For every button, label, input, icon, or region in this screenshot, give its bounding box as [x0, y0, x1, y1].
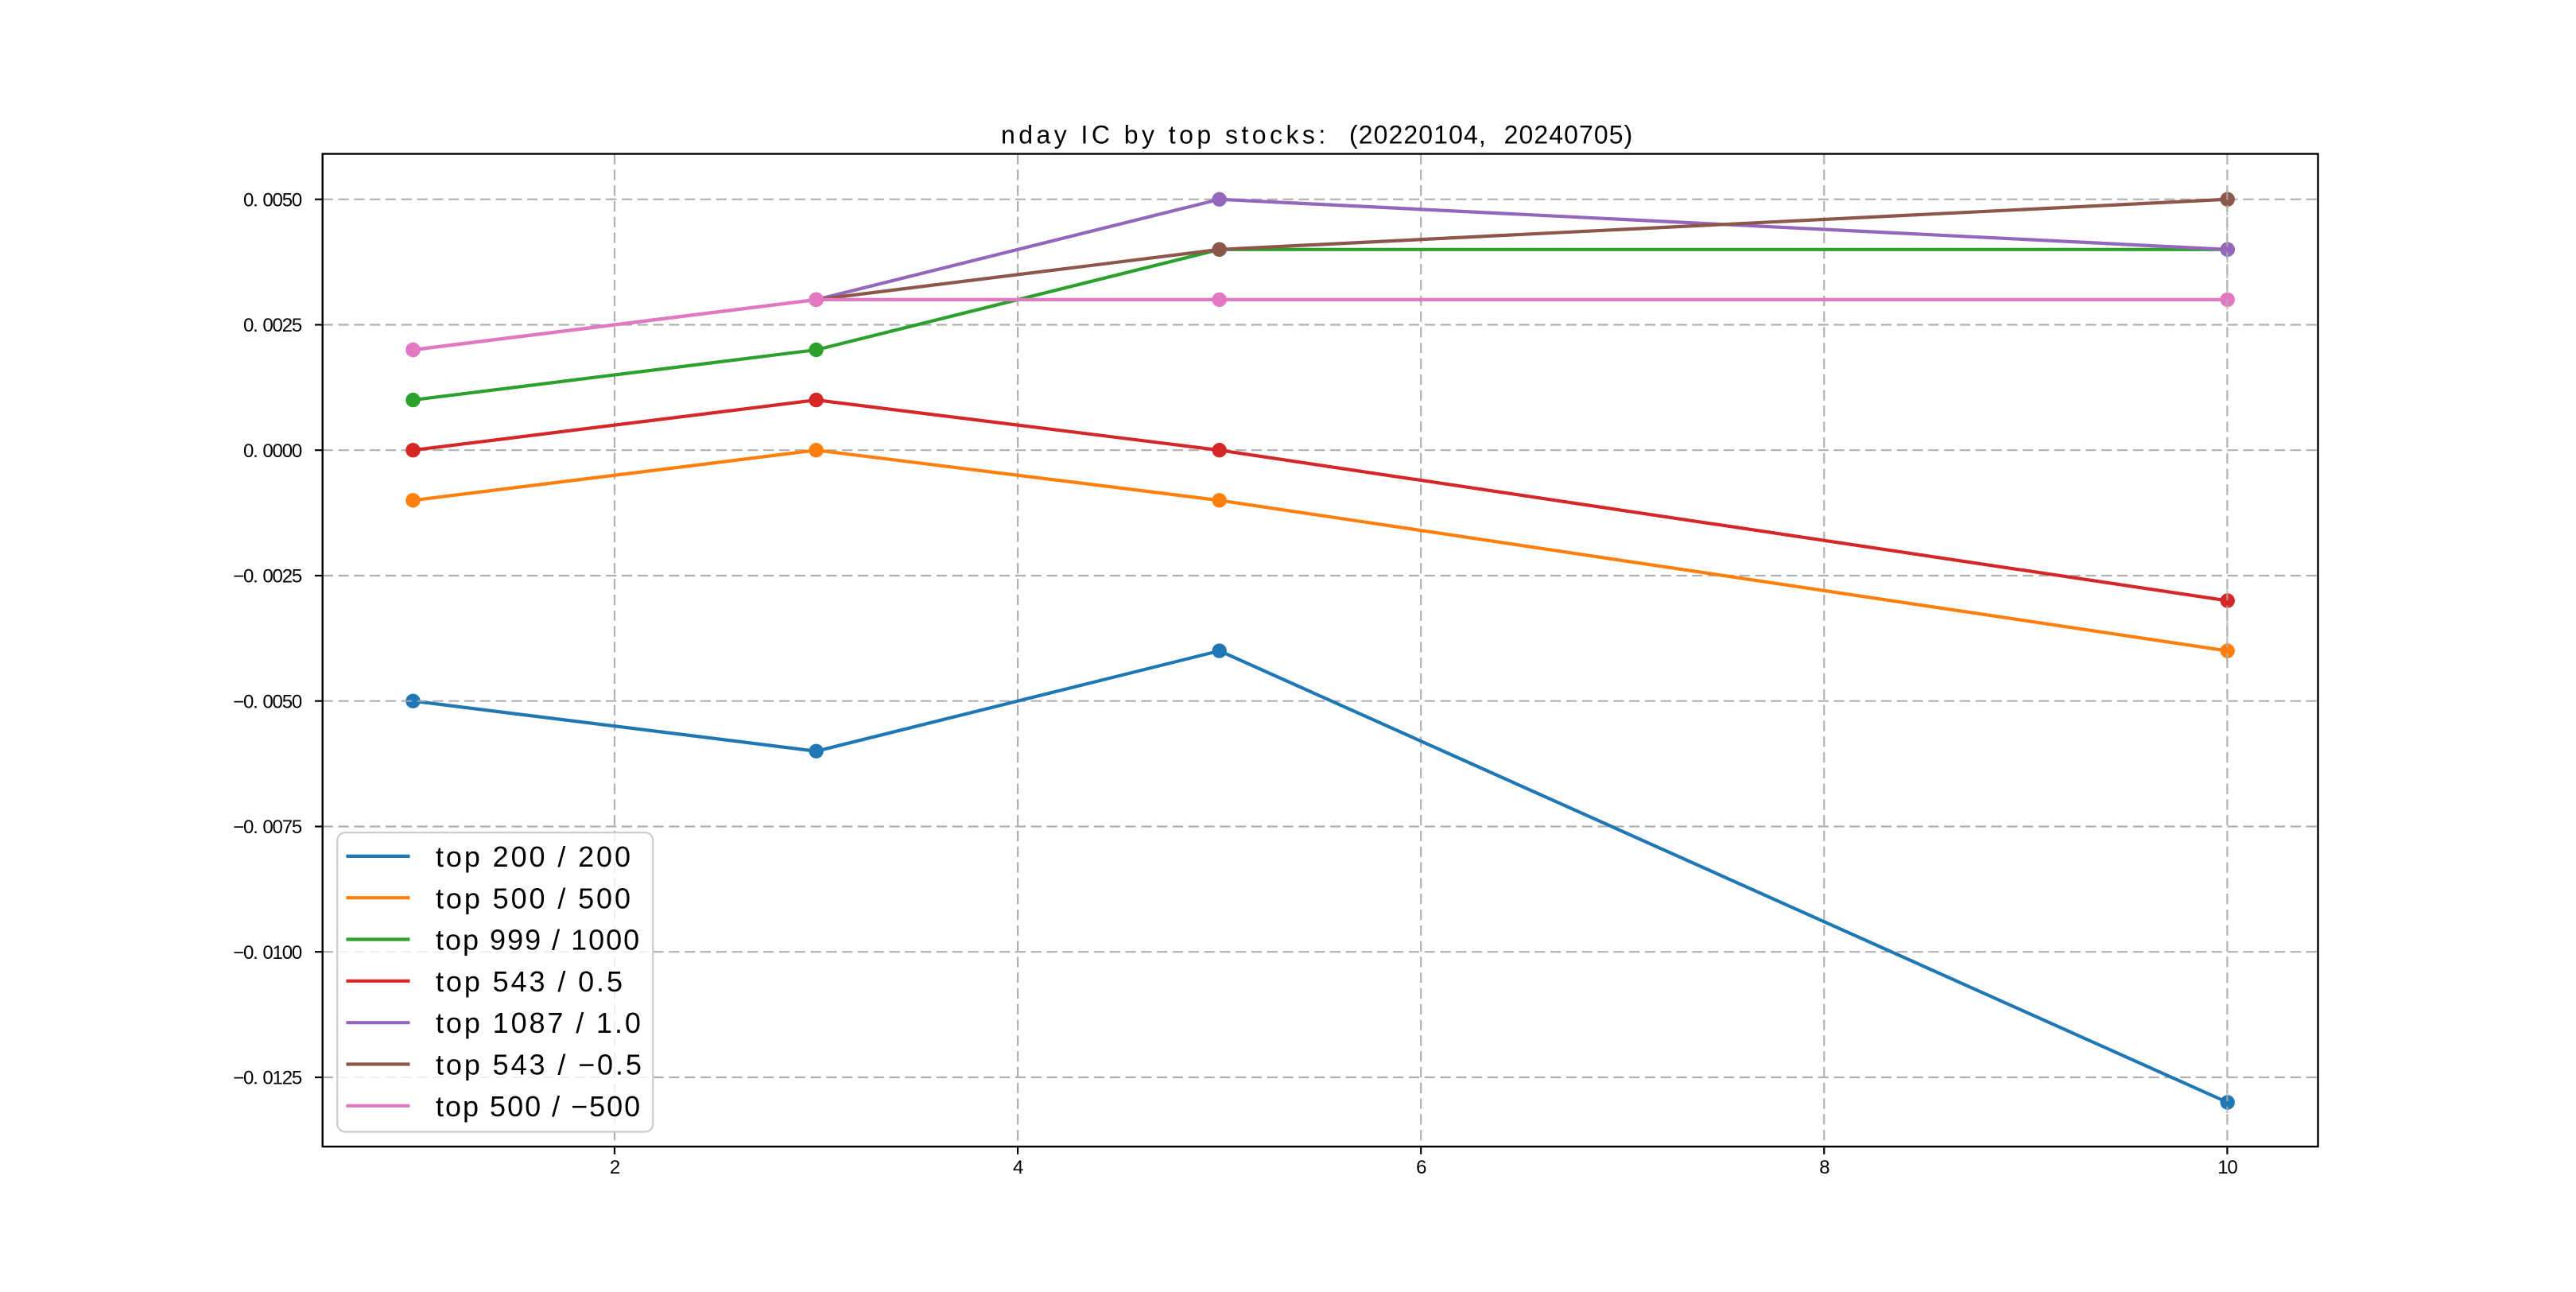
svg-text:6: 6: [1416, 1157, 1426, 1178]
svg-text:top 500 / −500: top 500 / −500: [436, 1090, 642, 1123]
svg-text:−0. 0125: −0. 0125: [233, 1068, 302, 1089]
svg-text:top 543 / −0.5: top 543 / −0.5: [436, 1049, 644, 1081]
svg-text:top 999 / 1000: top 999 / 1000: [436, 924, 641, 956]
svg-text:top 543 / 0.5: top 543 / 0.5: [436, 965, 625, 998]
svg-text:0. 0000: 0. 0000: [243, 440, 302, 462]
svg-text:8: 8: [1819, 1157, 1829, 1178]
svg-text:nday IC by top stocks:: nday IC by top stocks:: [1001, 121, 1329, 149]
svg-text:top 200 / 200: top 200 / 200: [436, 840, 633, 873]
svg-text:−0. 0050: −0. 0050: [233, 691, 302, 712]
svg-text:−0. 0025: −0. 0025: [233, 566, 302, 588]
svg-text:top 1087 / 1.0: top 1087 / 1.0: [436, 1007, 643, 1039]
svg-text:0. 0025: 0. 0025: [243, 315, 302, 336]
svg-text:4: 4: [1013, 1157, 1023, 1178]
svg-text:(20220104, 20240705): (20220104, 20240705): [1349, 121, 1633, 149]
svg-text:2: 2: [610, 1157, 620, 1178]
svg-text:−0. 0075: −0. 0075: [233, 817, 302, 838]
svg-text:0. 0050: 0. 0050: [243, 189, 302, 211]
svg-text:10: 10: [2217, 1157, 2237, 1178]
svg-text:top 500 / 500: top 500 / 500: [436, 882, 633, 914]
svg-text:−0. 0100: −0. 0100: [233, 942, 302, 964]
